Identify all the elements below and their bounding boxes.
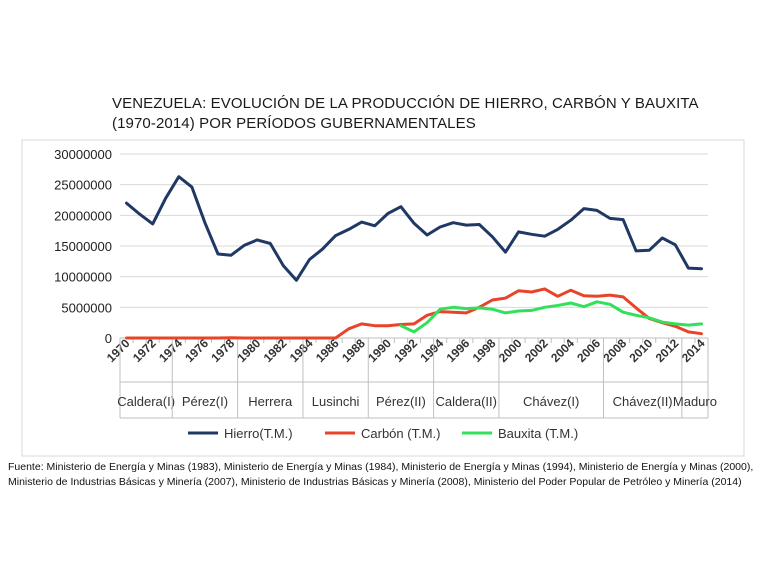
x-tick-label: 1994 — [417, 336, 446, 365]
x-tick-label: 1992 — [391, 336, 420, 365]
y-tick-label: 25000000 — [54, 178, 112, 193]
x-tick-label: 1980 — [235, 336, 264, 365]
x-tick-label: 1978 — [208, 336, 237, 365]
x-tick-label: 1974 — [156, 336, 185, 365]
series-line-hierro — [125, 175, 703, 282]
period-label: Pérez(I) — [182, 394, 228, 409]
y-tick-label: 20000000 — [54, 208, 112, 223]
x-tick-label: 2008 — [600, 336, 629, 365]
legend: Hierro(T.M.) Carbón (T.M.) Bauxita (T.M.) — [188, 426, 578, 441]
x-tick-label: 1996 — [444, 336, 473, 365]
x-tick-label: 2002 — [522, 336, 551, 365]
legend-label: Carbón (T.M.) — [361, 426, 440, 441]
period-label: Chávez(I) — [523, 394, 579, 409]
period-label: Maduro — [673, 394, 717, 409]
chart-title-line-1: VENEZUELA: EVOLUCIÓN DE LA PRODUCCIÓN DE… — [112, 95, 699, 112]
x-tick-label: 1972 — [130, 336, 159, 365]
period-label: Caldera(II) — [436, 394, 497, 409]
y-tick-label: 30000000 — [54, 147, 112, 162]
grid-lines — [21, 139, 745, 457]
period-label: Chávez(II) — [613, 394, 673, 409]
chart-border — [21, 139, 745, 457]
period-labels: Caldera(I) Pérez(I) Herrera Lusinchi Pérez(I… — [117, 338, 717, 419]
x-tick-label: 1984 — [287, 336, 316, 365]
x-tick-label: 1986 — [313, 336, 342, 365]
axes: 30000000 25000000 20000000 15000000 10000000… — [54, 147, 708, 346]
legend-label: Bauxita (T.M.) — [498, 426, 578, 441]
chart-title: VENEZUELA: EVOLUCIÓN DE LA PRODUCCIÓN DE… — [112, 94, 732, 134]
x-tick-labels: 1970197219741976197819801982198419861988… — [104, 336, 708, 365]
x-tick-label: 1976 — [182, 336, 211, 365]
x-tick-label: 2012 — [653, 336, 682, 365]
series-lines — [125, 175, 703, 340]
y-tick-label: 0 — [105, 331, 112, 346]
source-note: Fuente: Ministerio de Energía y Minas (1… — [8, 461, 754, 488]
x-tick-label: 1988 — [339, 336, 368, 365]
period-label: Pérez(II) — [376, 394, 426, 409]
x-tick-label: 2010 — [627, 336, 656, 365]
period-label: Herrera — [248, 394, 293, 409]
x-tick-label: 1998 — [470, 336, 499, 365]
y-tick-label: 5000000 — [61, 300, 112, 315]
period-label: Caldera(I) — [117, 394, 175, 409]
series-line-bauxita — [399, 300, 703, 334]
x-tick-label: 1990 — [365, 336, 394, 365]
x-tick-label: 2006 — [574, 336, 603, 365]
period-label: Lusinchi — [312, 394, 360, 409]
y-tick-label: 10000000 — [54, 270, 112, 285]
chart-title-line-2: (1970-2014) POR PERÍODOS GUBERNAMENTALES — [112, 115, 476, 132]
y-tick-label: 15000000 — [54, 239, 112, 254]
series-line-carbon — [125, 287, 703, 340]
x-tick-label: 2000 — [496, 336, 525, 365]
x-tick-label: 1982 — [261, 336, 290, 365]
legend-label: Hierro(T.M.) — [224, 426, 293, 441]
x-tick-label: 2004 — [548, 336, 577, 365]
line-chart: 30000000 25000000 20000000 15000000 10000000… — [21, 139, 745, 457]
x-tick-label: 2014 — [679, 336, 708, 365]
